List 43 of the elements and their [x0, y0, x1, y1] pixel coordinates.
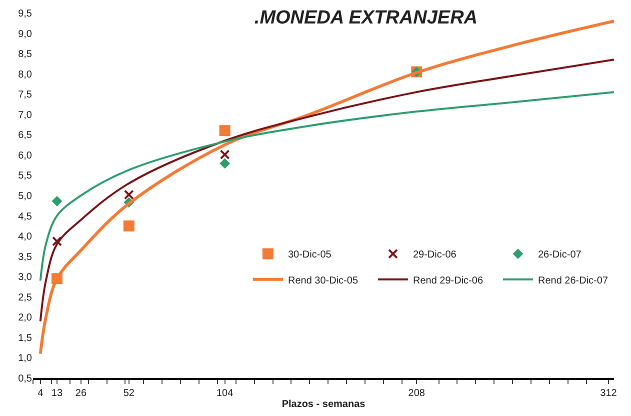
y-tick-label: 8,5 [18, 49, 32, 60]
y-tick-label: 6,0 [18, 150, 32, 162]
y-tick-label: 2,0 [18, 312, 32, 324]
x-tick-label: 4 [38, 388, 44, 399]
y-tick-label: 3,5 [18, 252, 32, 263]
y-tick-label: 7,0 [18, 110, 32, 121]
x-tick-label: 13 [51, 388, 63, 399]
y-tick-label: 0,5 [18, 374, 32, 384]
point [219, 125, 230, 136]
x-tick-label: 104 [216, 388, 234, 399]
legend-label: 29-Dic-06 [412, 250, 457, 261]
legend-label: Rend 26-Dic-07 [538, 275, 608, 286]
y-tick-label: 6,5 [18, 130, 32, 142]
y-tick-label: 9,5 [18, 8, 32, 20]
chart-title: .MONEDA EXTRANJERA [254, 8, 478, 29]
y-tick-label: 9,0 [18, 28, 32, 40]
point [220, 150, 230, 160]
y-tick-label: 3,0 [18, 272, 32, 284]
y-tick-label: 8,0 [18, 69, 32, 80]
y-tick-label: 1,0 [18, 353, 32, 364]
line-series [39, 58, 614, 322]
y-tick-label: 5,0 [18, 191, 32, 202]
point [220, 158, 230, 169]
point [123, 220, 134, 232]
x-tick-label: 312 [600, 388, 618, 399]
y-tick-label: 7,5 [18, 90, 32, 101]
point [52, 196, 62, 206]
legend-label: Rend 29-Dic-06 [412, 275, 484, 286]
y-tick-label: 1,5 [18, 332, 32, 344]
point [124, 190, 134, 200]
point [52, 236, 62, 246]
y-tick-label: 4,0 [18, 232, 32, 243]
legend-label: Rend 30-Dic-05 [288, 275, 358, 286]
x-tick-label: 208 [408, 388, 426, 399]
y-tick-label: 2,5 [18, 292, 32, 304]
x-axis-title: Plazos - semanas [282, 399, 366, 410]
legend-label: 26-Dic-07 [538, 250, 582, 261]
y-tick-label: 4,5 [18, 211, 32, 222]
legend-label: 30-Dic-05 [288, 250, 332, 261]
y-tick-label: 5,5 [18, 170, 32, 182]
x-tick-label: 52 [123, 388, 135, 399]
line-series [39, 91, 614, 282]
x-tick-label: 26 [75, 388, 87, 399]
